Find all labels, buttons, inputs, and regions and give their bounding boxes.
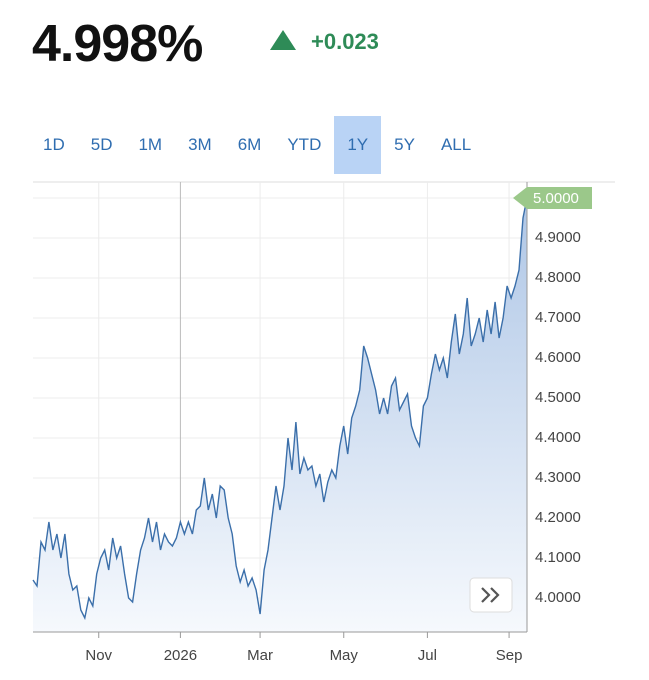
y-tick-label: 4.0000 xyxy=(535,589,581,606)
range-button[interactable]: YTD xyxy=(287,135,322,154)
area-fill xyxy=(33,198,527,632)
expand-button-box[interactable] xyxy=(469,577,513,613)
range-button[interactable]: 1D xyxy=(43,135,65,154)
range-selector: 1D 5D 1M 3M 6M YTD 1Y 5Y ALL xyxy=(30,116,484,174)
range-button[interactable]: 1M xyxy=(138,135,163,154)
price-change: +0.023 xyxy=(311,29,379,54)
y-tick-label: 4.4000 xyxy=(535,429,581,446)
y-tick-label: 4.6000 xyxy=(535,349,581,366)
x-tick-label: Nov xyxy=(85,647,112,664)
price-line xyxy=(32,197,528,621)
x-tick-label: May xyxy=(330,647,359,664)
range-button[interactable]: 6M xyxy=(237,135,262,154)
range-button[interactable]: ALL xyxy=(440,135,472,154)
range-button[interactable]: 1Y xyxy=(334,116,382,174)
expand-button[interactable] xyxy=(469,577,513,613)
y-tick-label: 4.8000 xyxy=(535,269,581,286)
range-button[interactable]: 5D xyxy=(90,135,113,154)
x-tick-label: 2026 xyxy=(164,647,197,664)
price: 4.998% xyxy=(32,15,203,73)
price-tag-label: 5.0000 xyxy=(533,190,579,207)
x-tick-label: Sep xyxy=(496,647,523,664)
x-tick-label: Mar xyxy=(247,647,273,664)
y-tick-label: 4.7000 xyxy=(535,309,581,326)
x-tick-label: Jul xyxy=(418,647,437,664)
price-tag xyxy=(513,187,592,209)
range-button[interactable]: 3M xyxy=(188,135,212,154)
range-button[interactable]: 5Y xyxy=(394,135,415,154)
y-tick-label: 4.3000 xyxy=(535,469,581,486)
y-tick-label: 4.2000 xyxy=(535,509,581,526)
y-tick-label: 4.5000 xyxy=(535,389,581,406)
up-arrow xyxy=(270,30,296,50)
expand-icon xyxy=(481,587,500,603)
y-tick-label: 4.1000 xyxy=(535,549,581,566)
y-tick-label: 4.9000 xyxy=(535,229,581,246)
